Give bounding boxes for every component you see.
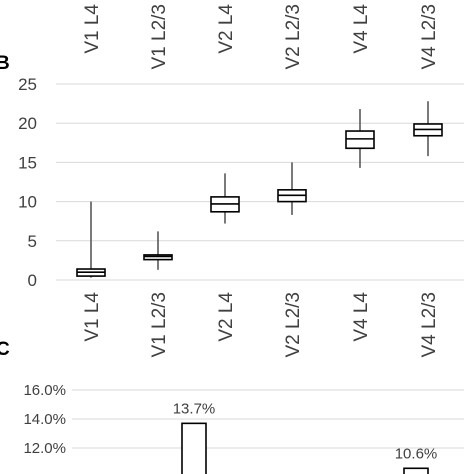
y-tick-label: 5 (28, 232, 37, 251)
y-tick-label: 10 (18, 193, 37, 212)
box-3 (210, 173, 240, 224)
bar-2: 10.6% (395, 445, 438, 474)
box-5 (345, 109, 375, 168)
bar-1: 13.7% (173, 400, 216, 474)
top-x-label: V2 L4 (216, 4, 237, 54)
x-tick-label: V2 L4 (216, 292, 237, 342)
top-x-label: V4 L4 (351, 4, 372, 54)
y-tick-label: 16.0% (23, 382, 66, 399)
box-2 (143, 231, 173, 270)
y-tick-label: 15 (18, 153, 37, 172)
bar-data-label: 13.7% (173, 400, 216, 417)
panel-b-boxes (76, 101, 443, 278)
top-x-label: V4 L2/3 (419, 4, 440, 70)
x-tick-label: V1 L2/3 (149, 292, 170, 358)
top-x-label: V2 L2/3 (283, 4, 304, 70)
y-tick-label: 14.0% (23, 411, 66, 428)
x-tick-label: V4 L4 (351, 292, 372, 342)
previous-panel-x-labels: V1 L4 V1 L2/3 V2 L4 V2 L2/3 V4 L4 V4 L2/3 (82, 4, 440, 70)
box-1 (76, 201, 106, 278)
y-tick-label: 25 (18, 75, 37, 94)
panel-b-x-tick-labels: V1 L4 V1 L2/3 V2 L4 V2 L2/3 V4 L4 V4 L2/3 (82, 292, 440, 358)
y-tick-label: 0 (28, 271, 37, 290)
bar (181, 422, 207, 474)
panel-b-label: B (0, 53, 10, 74)
top-x-label: V1 L4 (82, 4, 103, 54)
panel-b-y-tick-labels: 0 5 10 15 20 25 (18, 75, 37, 290)
panel-c-gridlines (72, 389, 464, 449)
bar (403, 467, 429, 474)
y-tick-label: 20 (18, 114, 37, 133)
box-4 (277, 162, 307, 215)
y-tick-label: 12.0% (23, 440, 66, 457)
x-tick-label: V2 L2/3 (283, 292, 304, 358)
panel-c-y-tick-labels: 12.0% 14.0% 16.0% (23, 382, 66, 457)
bar-data-label: 10.6% (395, 445, 438, 462)
panel-b-gridlines (56, 83, 464, 281)
box-6 (413, 101, 443, 157)
x-tick-label: V1 L4 (82, 292, 103, 342)
x-tick-label: V4 L2/3 (419, 292, 440, 358)
panel-c-bars: 13.7% 10.6% (173, 400, 438, 474)
top-x-label: V1 L2/3 (149, 4, 170, 70)
panel-c-label: C (0, 339, 10, 360)
